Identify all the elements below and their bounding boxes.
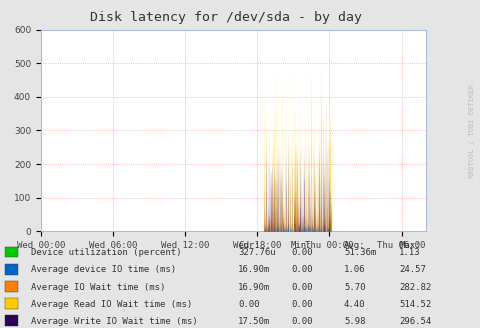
Text: 24.57: 24.57 <box>398 265 425 275</box>
Text: 17.50m: 17.50m <box>238 317 270 326</box>
Text: 296.54: 296.54 <box>398 317 431 326</box>
Text: Average Read IO Wait time (ms): Average Read IO Wait time (ms) <box>31 299 192 309</box>
Text: Max:: Max: <box>398 241 420 250</box>
Text: RRDTOOL / TOBI OETIKER: RRDTOOL / TOBI OETIKER <box>468 84 474 178</box>
Text: Average Write IO Wait time (ms): Average Write IO Wait time (ms) <box>31 317 197 326</box>
Text: 5.98: 5.98 <box>343 317 365 326</box>
Text: Min:: Min: <box>290 241 312 250</box>
Text: 1.13: 1.13 <box>398 248 420 257</box>
Text: 282.82: 282.82 <box>398 282 431 292</box>
Text: 0.00: 0.00 <box>290 248 312 257</box>
Text: 4.40: 4.40 <box>343 299 365 309</box>
Text: 0.00: 0.00 <box>290 299 312 309</box>
Text: Average IO Wait time (ms): Average IO Wait time (ms) <box>31 282 165 292</box>
Text: Average device IO time (ms): Average device IO time (ms) <box>31 265 176 275</box>
Text: 0.00: 0.00 <box>238 299 259 309</box>
Text: 16.90m: 16.90m <box>238 265 270 275</box>
Text: Device utilization (percent): Device utilization (percent) <box>31 248 181 257</box>
Text: 1.06: 1.06 <box>343 265 365 275</box>
Text: 51.36m: 51.36m <box>343 248 375 257</box>
Text: 0.00: 0.00 <box>290 265 312 275</box>
Text: Avg:: Avg: <box>343 241 365 250</box>
Text: 0.00: 0.00 <box>290 317 312 326</box>
Text: 0.00: 0.00 <box>290 282 312 292</box>
Text: 514.52: 514.52 <box>398 299 431 309</box>
Text: 5.70: 5.70 <box>343 282 365 292</box>
Text: Disk latency for /dev/sda - by day: Disk latency for /dev/sda - by day <box>90 11 361 25</box>
Text: Cur:: Cur: <box>238 241 259 250</box>
Text: 16.90m: 16.90m <box>238 282 270 292</box>
Text: 327.76u: 327.76u <box>238 248 275 257</box>
